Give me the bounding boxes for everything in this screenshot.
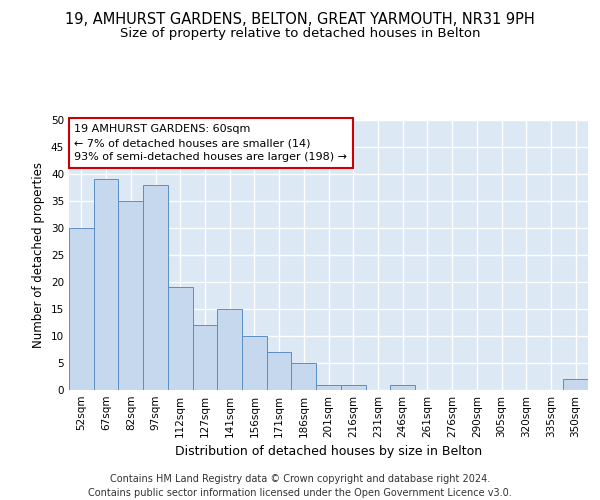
Bar <box>69 228 94 390</box>
Bar <box>563 379 588 390</box>
Bar <box>292 363 316 390</box>
Text: 19, AMHURST GARDENS, BELTON, GREAT YARMOUTH, NR31 9PH: 19, AMHURST GARDENS, BELTON, GREAT YARMO… <box>65 12 535 28</box>
Text: Contains HM Land Registry data © Crown copyright and database right 2024.
Contai: Contains HM Land Registry data © Crown c… <box>88 474 512 498</box>
Text: Size of property relative to detached houses in Belton: Size of property relative to detached ho… <box>120 28 480 40</box>
Bar <box>193 325 217 390</box>
Bar <box>316 384 341 390</box>
Bar <box>390 384 415 390</box>
Bar <box>168 288 193 390</box>
Bar <box>217 309 242 390</box>
Bar <box>94 180 118 390</box>
Bar <box>267 352 292 390</box>
X-axis label: Distribution of detached houses by size in Belton: Distribution of detached houses by size … <box>175 446 482 458</box>
Bar <box>118 201 143 390</box>
Bar <box>143 185 168 390</box>
Bar <box>242 336 267 390</box>
Bar <box>341 384 365 390</box>
Text: 19 AMHURST GARDENS: 60sqm
← 7% of detached houses are smaller (14)
93% of semi-d: 19 AMHURST GARDENS: 60sqm ← 7% of detach… <box>74 124 347 162</box>
Y-axis label: Number of detached properties: Number of detached properties <box>32 162 46 348</box>
